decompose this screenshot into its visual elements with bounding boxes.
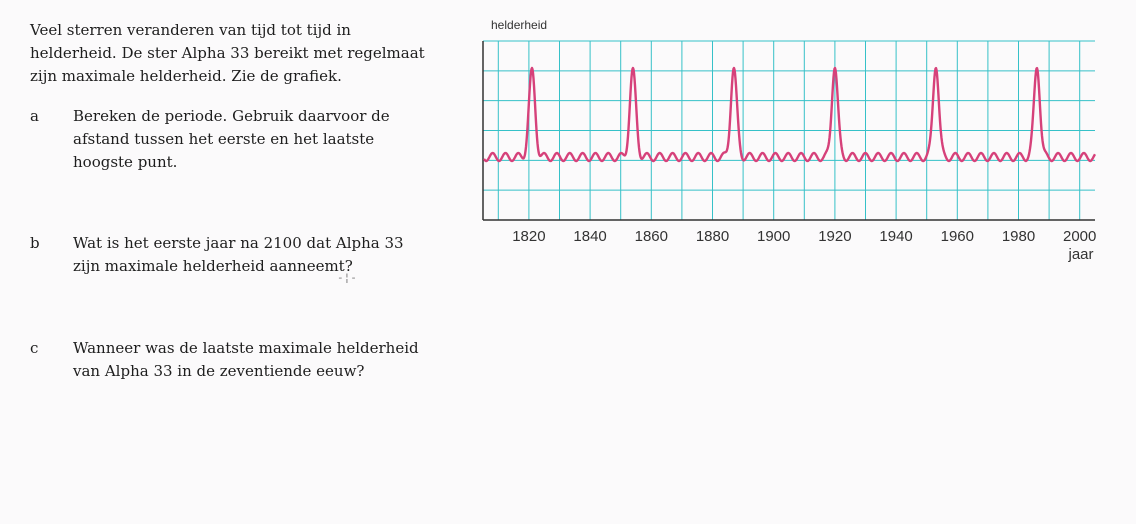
x-tick-label: 2000 xyxy=(1063,228,1096,245)
question-letter: a xyxy=(30,107,39,125)
question-text: Wat is het eerste jaar na 2100 dat Alpha… xyxy=(73,234,404,275)
x-tick-label: 1880 xyxy=(696,228,729,245)
x-tick-label: 1900 xyxy=(757,228,790,245)
intro-text: Veel sterren veranderen van tijd tot tij… xyxy=(30,21,425,85)
grid-horizontal xyxy=(483,40,1095,191)
question-letter: b xyxy=(30,234,40,252)
text-cursor-icon: -¦- xyxy=(337,271,357,284)
x-tick-label: 1820 xyxy=(512,228,545,245)
x-tick-labels: 1820 1840 1860 1880 1900 1920 1940 1960 1980 2000 xyxy=(512,228,1096,245)
x-tick-label: 1860 xyxy=(635,228,668,245)
y-axis-label: helderheid xyxy=(491,18,547,32)
x-tick-label: 1980 xyxy=(1002,228,1035,245)
x-tick-label: 1940 xyxy=(879,228,912,245)
x-axis-label: jaar xyxy=(1067,246,1093,263)
question-text: Wanneer was de laatste maximale helderhe… xyxy=(73,339,419,380)
question-letter: c xyxy=(30,339,39,357)
x-tick-label: 1840 xyxy=(573,228,606,245)
x-tick-label: 1920 xyxy=(818,228,851,245)
x-tick-label: 1960 xyxy=(941,228,974,245)
brightness-chart: helderheid 1820 1840 1860 1880 1900 1920 1940 1… xyxy=(482,18,1097,263)
question-text: Bereken de periode. Gebruik daarvoor de … xyxy=(73,107,390,171)
brightness-line xyxy=(482,66,1097,163)
